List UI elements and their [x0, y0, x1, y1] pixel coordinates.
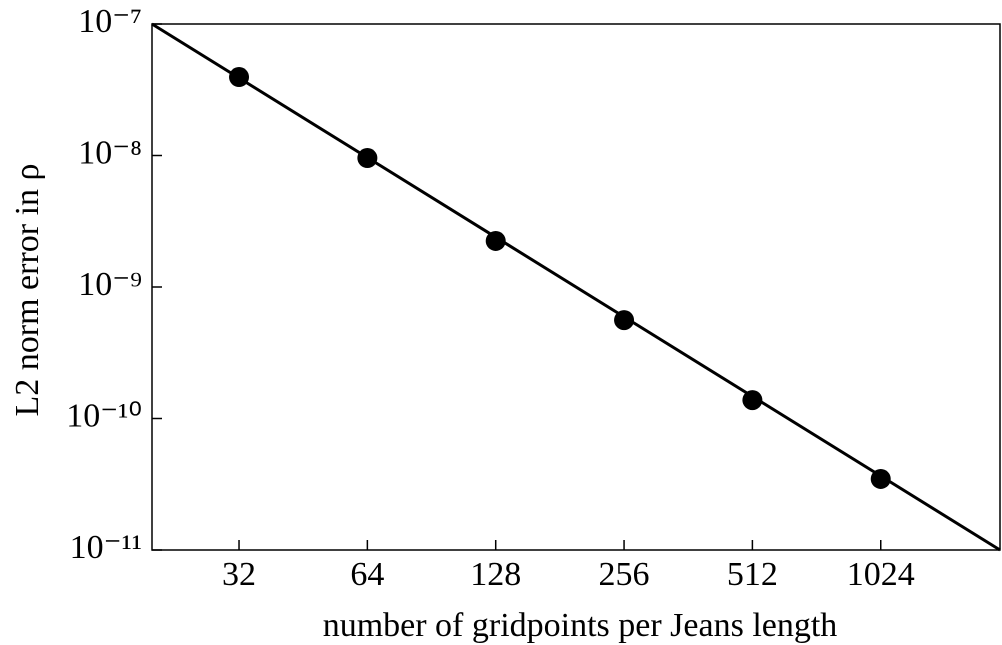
y-tick-label: 10⁻⁸ [78, 134, 142, 171]
data-point [870, 468, 891, 489]
y-tick-label: 10⁻⁹ [78, 266, 142, 303]
y-tick-label: 10⁻⁷ [78, 3, 142, 40]
data-point [485, 230, 506, 251]
data-point [742, 390, 763, 411]
x-tick-label: 1024 [847, 556, 915, 593]
fit-line [151, 22, 1001, 552]
y-axis-label: L2 norm error in ρ [9, 163, 46, 416]
y-tick-label: 10⁻¹¹ [70, 529, 142, 566]
x-tick-label: 64 [350, 556, 384, 593]
data-point [614, 310, 635, 331]
y-tick-label: 10⁻¹⁰ [66, 397, 142, 434]
x-tick-label: 512 [727, 556, 778, 593]
x-axis-label: number of gridpoints per Jeans length [323, 607, 838, 644]
x-tick-label: 128 [470, 556, 521, 593]
data-point [229, 67, 250, 88]
x-tick-label: 32 [222, 556, 256, 593]
x-tick-label: 256 [599, 556, 650, 593]
data-point [357, 148, 378, 169]
